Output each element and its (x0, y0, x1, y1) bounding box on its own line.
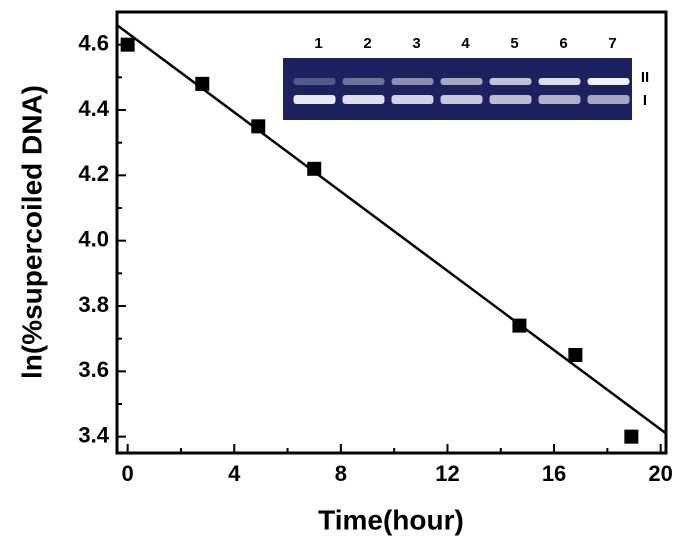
data-point (120, 37, 135, 52)
plot-frame (115, 10, 668, 455)
gel-band (587, 78, 630, 85)
y-tick-label: 4.6 (78, 30, 109, 55)
band-label: II (641, 69, 649, 86)
gel-band (391, 78, 434, 85)
gel-band (293, 78, 336, 85)
gel-band (538, 95, 581, 104)
fit-line (116, 24, 667, 435)
y-tick-label: 4.4 (78, 96, 109, 121)
data-point (568, 348, 583, 362)
gel-band (538, 78, 581, 85)
y-tick-label: 4.2 (78, 161, 109, 186)
gel-band (342, 78, 385, 85)
data-point (624, 429, 639, 444)
gel-band (587, 95, 630, 104)
x-tick-label: 16 (542, 461, 566, 486)
x-tick-label: 4 (228, 461, 241, 486)
gel-band (489, 78, 532, 85)
lane-label: 2 (363, 35, 371, 52)
lane-label: 1 (314, 35, 322, 52)
gel-band (342, 95, 385, 104)
y-tick-label: 3.6 (78, 357, 109, 382)
y-tick-label: 3.4 (78, 422, 109, 447)
x-tick-label: 0 (122, 461, 134, 486)
lane-label: 6 (559, 35, 567, 52)
lane-label: 5 (510, 35, 518, 52)
x-tick-label: 8 (335, 461, 347, 486)
gel-band (440, 95, 483, 104)
x-tick-label: 12 (435, 461, 459, 486)
band-label: I (643, 92, 647, 109)
gel-background (283, 58, 632, 120)
lane-label: 4 (461, 35, 470, 52)
x-tick-label: 20 (648, 461, 672, 486)
y-axis-label: ln(%supercoiled DNA) (16, 85, 47, 379)
gel-band (440, 78, 483, 85)
data-point (251, 119, 266, 134)
lane-label: 3 (412, 35, 420, 52)
gel-band (391, 95, 434, 104)
y-tick-label: 3.8 (78, 292, 109, 317)
x-axis-label: Time(hour) (318, 504, 464, 535)
data-point (307, 161, 322, 176)
gel-band (293, 95, 336, 104)
y-tick-label: 4.0 (78, 226, 109, 251)
lane-label: 7 (608, 35, 616, 52)
gel-band (489, 95, 532, 104)
